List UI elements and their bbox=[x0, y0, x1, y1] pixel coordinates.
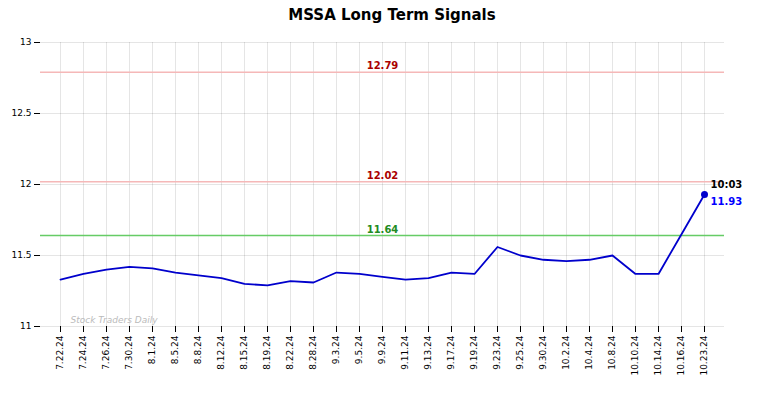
svg-text:Stock Traders Daily: Stock Traders Daily bbox=[71, 315, 159, 325]
svg-text:8.19.24: 8.19.24 bbox=[262, 335, 272, 370]
svg-text:13: 13 bbox=[20, 37, 31, 47]
svg-text:9.30.24: 9.30.24 bbox=[538, 335, 548, 370]
svg-text:7.30.24: 7.30.24 bbox=[124, 335, 134, 370]
svg-text:11.64: 11.64 bbox=[367, 224, 399, 235]
svg-text:9.13.24: 9.13.24 bbox=[423, 335, 433, 370]
svg-text:11: 11 bbox=[20, 321, 31, 331]
svg-text:9.11.24: 9.11.24 bbox=[400, 335, 410, 370]
svg-text:11.5: 11.5 bbox=[11, 250, 31, 260]
svg-text:10:03: 10:03 bbox=[711, 179, 743, 190]
svg-text:7.22.24: 7.22.24 bbox=[55, 335, 65, 370]
svg-text:9.5.24: 9.5.24 bbox=[354, 335, 364, 364]
svg-text:7.24.24: 7.24.24 bbox=[78, 335, 88, 370]
svg-text:10.4.24: 10.4.24 bbox=[584, 335, 594, 370]
svg-text:12.79: 12.79 bbox=[367, 60, 399, 71]
svg-text:10.14.24: 10.14.24 bbox=[653, 335, 663, 375]
svg-text:10.16.24: 10.16.24 bbox=[676, 335, 686, 375]
svg-text:9.17.24: 9.17.24 bbox=[446, 335, 456, 370]
svg-text:12.5: 12.5 bbox=[11, 108, 31, 118]
svg-text:8.28.24: 8.28.24 bbox=[308, 335, 318, 370]
svg-text:9.19.24: 9.19.24 bbox=[469, 335, 479, 370]
svg-text:10.10.24: 10.10.24 bbox=[630, 335, 640, 375]
svg-text:8.22.24: 8.22.24 bbox=[285, 335, 295, 370]
svg-text:8.1.24: 8.1.24 bbox=[147, 335, 157, 364]
svg-text:9.23.24: 9.23.24 bbox=[492, 335, 502, 370]
svg-text:9.3.24: 9.3.24 bbox=[331, 335, 341, 364]
svg-text:9.25.24: 9.25.24 bbox=[515, 335, 525, 370]
svg-text:10.23.24: 10.23.24 bbox=[699, 335, 709, 375]
svg-text:10.2.24: 10.2.24 bbox=[561, 335, 571, 370]
svg-text:7.26.24: 7.26.24 bbox=[101, 335, 111, 370]
svg-text:10.8.24: 10.8.24 bbox=[607, 335, 617, 370]
html-text:MSSA Long Term Signals: MSSA Long Term Signals bbox=[288, 6, 496, 24]
svg-text:9.9.24: 9.9.24 bbox=[377, 335, 387, 364]
svg-text:8.12.24: 8.12.24 bbox=[216, 335, 226, 370]
svg-text:12.02: 12.02 bbox=[367, 170, 399, 181]
svg-text:11.93: 11.93 bbox=[711, 196, 743, 207]
svg-text:8.5.24: 8.5.24 bbox=[170, 335, 180, 364]
svg-text:8.8.24: 8.8.24 bbox=[193, 335, 203, 364]
svg-text:8.15.24: 8.15.24 bbox=[239, 335, 249, 370]
svg-text:12: 12 bbox=[20, 179, 31, 189]
